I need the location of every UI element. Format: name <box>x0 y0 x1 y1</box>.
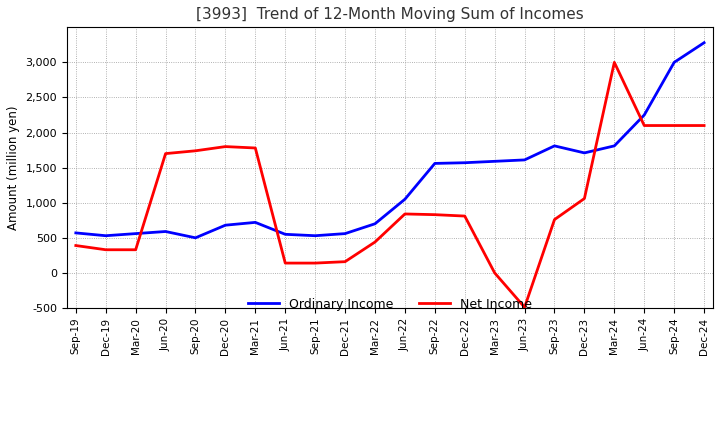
Ordinary Income <box>640 112 649 117</box>
Net Income <box>400 211 409 216</box>
Ordinary Income <box>221 223 230 228</box>
Net Income <box>102 247 110 253</box>
Net Income <box>700 123 708 128</box>
Ordinary Income <box>192 235 200 240</box>
Title: [3993]  Trend of 12-Month Moving Sum of Incomes: [3993] Trend of 12-Month Moving Sum of I… <box>196 7 584 22</box>
Ordinary Income <box>311 233 320 238</box>
Net Income <box>71 243 80 248</box>
Ordinary Income <box>131 231 140 236</box>
Net Income <box>161 151 170 156</box>
Net Income <box>281 260 289 266</box>
Net Income <box>610 60 618 65</box>
Net Income <box>221 144 230 149</box>
Ordinary Income <box>490 159 499 164</box>
Net Income <box>640 123 649 128</box>
Ordinary Income <box>102 233 110 238</box>
Net Income <box>431 212 439 217</box>
Net Income <box>192 148 200 154</box>
Ordinary Income <box>670 60 678 65</box>
Net Income <box>550 217 559 222</box>
Net Income <box>521 304 529 310</box>
Ordinary Income <box>71 230 80 235</box>
Net Income <box>580 196 589 201</box>
Ordinary Income <box>161 229 170 234</box>
Net Income <box>131 247 140 253</box>
Ordinary Income <box>371 221 379 227</box>
Net Income <box>251 145 260 150</box>
Ordinary Income <box>580 150 589 156</box>
Y-axis label: Amount (million yen): Amount (million yen) <box>7 106 20 230</box>
Ordinary Income <box>700 40 708 45</box>
Ordinary Income <box>431 161 439 166</box>
Net Income <box>670 123 678 128</box>
Net Income <box>460 213 469 219</box>
Line: Ordinary Income: Ordinary Income <box>76 43 704 238</box>
Ordinary Income <box>400 197 409 202</box>
Net Income <box>490 270 499 275</box>
Ordinary Income <box>341 231 349 236</box>
Ordinary Income <box>281 232 289 237</box>
Net Income <box>311 260 320 266</box>
Ordinary Income <box>251 220 260 225</box>
Ordinary Income <box>610 143 618 149</box>
Legend: Ordinary Income, Net Income: Ordinary Income, Net Income <box>243 293 537 316</box>
Net Income <box>341 259 349 264</box>
Ordinary Income <box>550 143 559 149</box>
Ordinary Income <box>460 160 469 165</box>
Net Income <box>371 239 379 245</box>
Line: Net Income: Net Income <box>76 62 704 307</box>
Ordinary Income <box>521 157 529 162</box>
